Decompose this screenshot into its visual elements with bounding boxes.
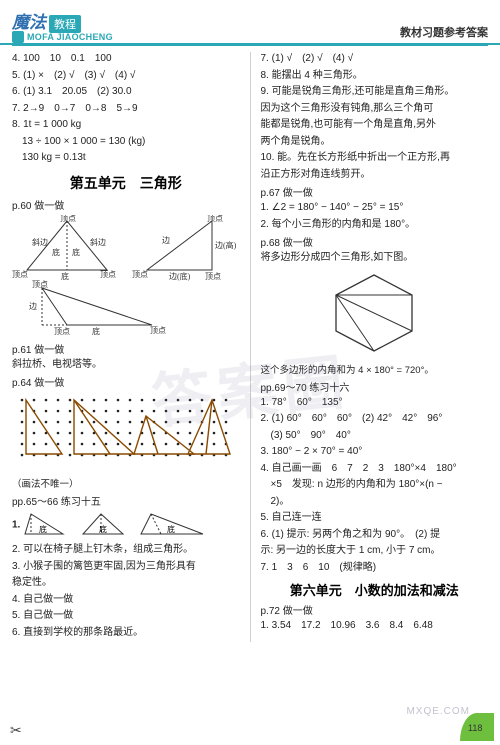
triangle-3: 顶点 边 底 顶点 顶点 <box>29 280 166 335</box>
p67a: 1. ∠2 = 180° − 140° − 25° = 15° <box>261 201 489 215</box>
rq4c: 2)。 <box>261 495 489 509</box>
triangle-1: 顶点 斜边 斜边 底 底 底 顶点 顶点 <box>12 215 116 281</box>
q5: 5. 自己做一做 <box>12 609 240 623</box>
logo-badge: 教程 <box>49 15 81 33</box>
p60-ref: p.60 做一做 <box>12 197 240 212</box>
svg-text:底: 底 <box>167 524 175 534</box>
r9d: 两个角是锐角。 <box>261 135 489 149</box>
logo: 魔法 教程 MOFA JIAOCHENG <box>12 8 113 43</box>
pp69-ref: pp.69～70 练习十六 <box>261 379 489 394</box>
rq6a: 6. (1) 提示: 另两个角之和为 90°。 (2) 提 <box>261 528 489 542</box>
p64-caption: （画法不唯一） <box>12 476 240 490</box>
ans-7: 7. 2→9 0→7 0→8 5→9 <box>12 102 240 116</box>
logo-en: MOFA JIAOCHENG <box>27 32 113 42</box>
svg-text:顶点: 顶点 <box>60 215 76 223</box>
hex-caption: 这个多边形的内角和为 4 × 180° = 720°。 <box>261 362 489 376</box>
r10b: 沿正方形对角连线剪开。 <box>261 168 489 182</box>
svg-text:边(高): 边(高) <box>215 240 237 250</box>
r9c: 能都是锐角,也可能有一个角是直角,另外 <box>261 118 489 132</box>
r10a: 10. 能。先在长方形纸中折出一个正方形,再 <box>261 151 489 165</box>
p64-ref: p.64 做一做 <box>12 374 240 389</box>
svg-text:边(底): 边(底) <box>169 271 191 281</box>
p67-ref: p.67 做一做 <box>261 184 489 199</box>
right-column: 7. (1) √ (2) √ (4) √ 8. 能摆出 4 种三角形。 9. 可… <box>261 52 489 642</box>
r9a: 9. 可能是锐角三角形,还可能是直角三角形。 <box>261 85 489 99</box>
svg-text:底: 底 <box>52 247 60 257</box>
svg-text:底: 底 <box>39 524 47 534</box>
page-corner <box>460 713 494 741</box>
header-title: 教材习题参考答案 <box>400 24 488 43</box>
rq3: 3. 180° − 2 × 70° = 40° <box>261 445 489 459</box>
rq2b: (3) 50° 90° 40° <box>261 429 489 443</box>
ans-4: 4. 100 10 0.1 100 <box>12 52 240 66</box>
q6: 6. 直接到学校的那条路最近。 <box>12 626 240 640</box>
rq5: 5. 自己连一连 <box>261 511 489 525</box>
svg-text:顶点: 顶点 <box>132 270 148 279</box>
triangle-2: 顶点 边 边(高) 边(底) 顶点 顶点 <box>132 215 237 281</box>
p72-ref: p.72 做一做 <box>261 602 489 617</box>
header-underline <box>12 45 488 46</box>
ans-8c: 130 kg = 0.13t <box>12 151 240 165</box>
rq1: 1. 78° 60° 135° <box>261 396 489 410</box>
rq4a: 4. 自己画一画 6 7 2 3 180°×4 180° <box>261 462 489 476</box>
p61-ref: p.61 做一做 <box>12 341 240 356</box>
svg-text:底: 底 <box>99 524 107 534</box>
q4: 4. 自己做一做 <box>12 593 240 607</box>
svg-text:底: 底 <box>61 271 69 281</box>
column-divider <box>250 52 251 642</box>
p68a: 将多边形分成四个三角形,如下图。 <box>261 251 489 265</box>
ans-8b: 13 ÷ 100 × 1 000 = 130 (kg) <box>12 135 240 149</box>
logo-icon <box>12 31 24 43</box>
triangle-diagrams: 顶点 斜边 斜边 底 底 底 顶点 顶点 顶点 边 边(高) 边(底) 顶点 <box>12 215 240 338</box>
pp65-ref: pp.65～66 练习十五 <box>12 493 240 508</box>
dot-grid-triangles <box>12 392 240 473</box>
svg-text:斜边: 斜边 <box>90 237 106 247</box>
q3b: 稳定性。 <box>12 576 240 590</box>
unit5-title: 第五单元 三角形 <box>12 173 240 193</box>
svg-text:顶点: 顶点 <box>12 270 28 279</box>
svg-text:顶点: 顶点 <box>54 327 70 335</box>
r7: 7. (1) √ (2) √ (4) √ <box>261 52 489 66</box>
unit6-title: 第六单元 小数的加法和减法 <box>261 580 489 599</box>
rq7: 7. 1 3 6 10 (规律略) <box>261 561 489 575</box>
r72: 1. 3.54 17.2 10.96 3.6 8.4 6.48 <box>261 619 489 633</box>
ans-5: 5. (1) × (2) √ (3) √ (4) √ <box>12 69 240 83</box>
page-header: 魔法 教程 MOFA JIAOCHENG 教材习题参考答案 <box>0 0 500 45</box>
svg-text:顶点: 顶点 <box>207 215 223 223</box>
svg-text:顶点: 顶点 <box>100 270 116 279</box>
watermark-url: MXQE.COM <box>406 706 470 717</box>
p68-ref: p.68 做一做 <box>261 234 489 249</box>
svg-text:斜边: 斜边 <box>32 237 48 247</box>
content-columns: 4. 100 10 0.1 100 5. (1) × (2) √ (3) √ (… <box>0 48 500 652</box>
svg-text:顶点: 顶点 <box>205 272 221 281</box>
svg-text:顶点: 顶点 <box>32 280 48 289</box>
rq4b: ×5 发现: n 边形的内角和为 180°×(n − <box>261 478 489 492</box>
q2: 2. 可以在椅子腿上钉木条，组成三角形。 <box>12 543 240 557</box>
p67b: 2. 每个小三角形的内角和是 180°。 <box>261 218 489 232</box>
scissor-icon: ✂ <box>10 722 22 739</box>
svg-text:底: 底 <box>72 247 80 257</box>
q3a: 3. 小猴子围的篱笆更牢固,因为三角形具有 <box>12 560 240 574</box>
svg-text:边: 边 <box>162 235 170 245</box>
logo-cn: 魔法 <box>12 8 46 33</box>
rq6b: 示: 另一边的长度大于 1 cm, 小于 7 cm。 <box>261 544 489 558</box>
left-column: 4. 100 10 0.1 100 5. (1) × (2) √ (3) √ (… <box>12 52 240 642</box>
r9b: 因为这个三角形没有钝角,那么三个角可 <box>261 102 489 116</box>
rq2a: 2. (1) 60° 60° 60° (2) 42° 42° 96° <box>261 412 489 426</box>
ans-6: 6. (1) 3.1 20.05 (2) 30.0 <box>12 85 240 99</box>
r8: 8. 能摆出 4 种三角形。 <box>261 69 489 83</box>
svg-text:底: 底 <box>92 326 100 335</box>
svg-text:顶点: 顶点 <box>150 326 166 335</box>
ans-8a: 8. 1t = 1 000 kg <box>12 118 240 132</box>
hexagon-diagram <box>261 269 489 358</box>
p61-ans: 斜拉桥、电视塔等。 <box>12 358 240 372</box>
svg-text:边: 边 <box>29 301 37 311</box>
q1: 1. 底 底 底 <box>12 510 240 540</box>
